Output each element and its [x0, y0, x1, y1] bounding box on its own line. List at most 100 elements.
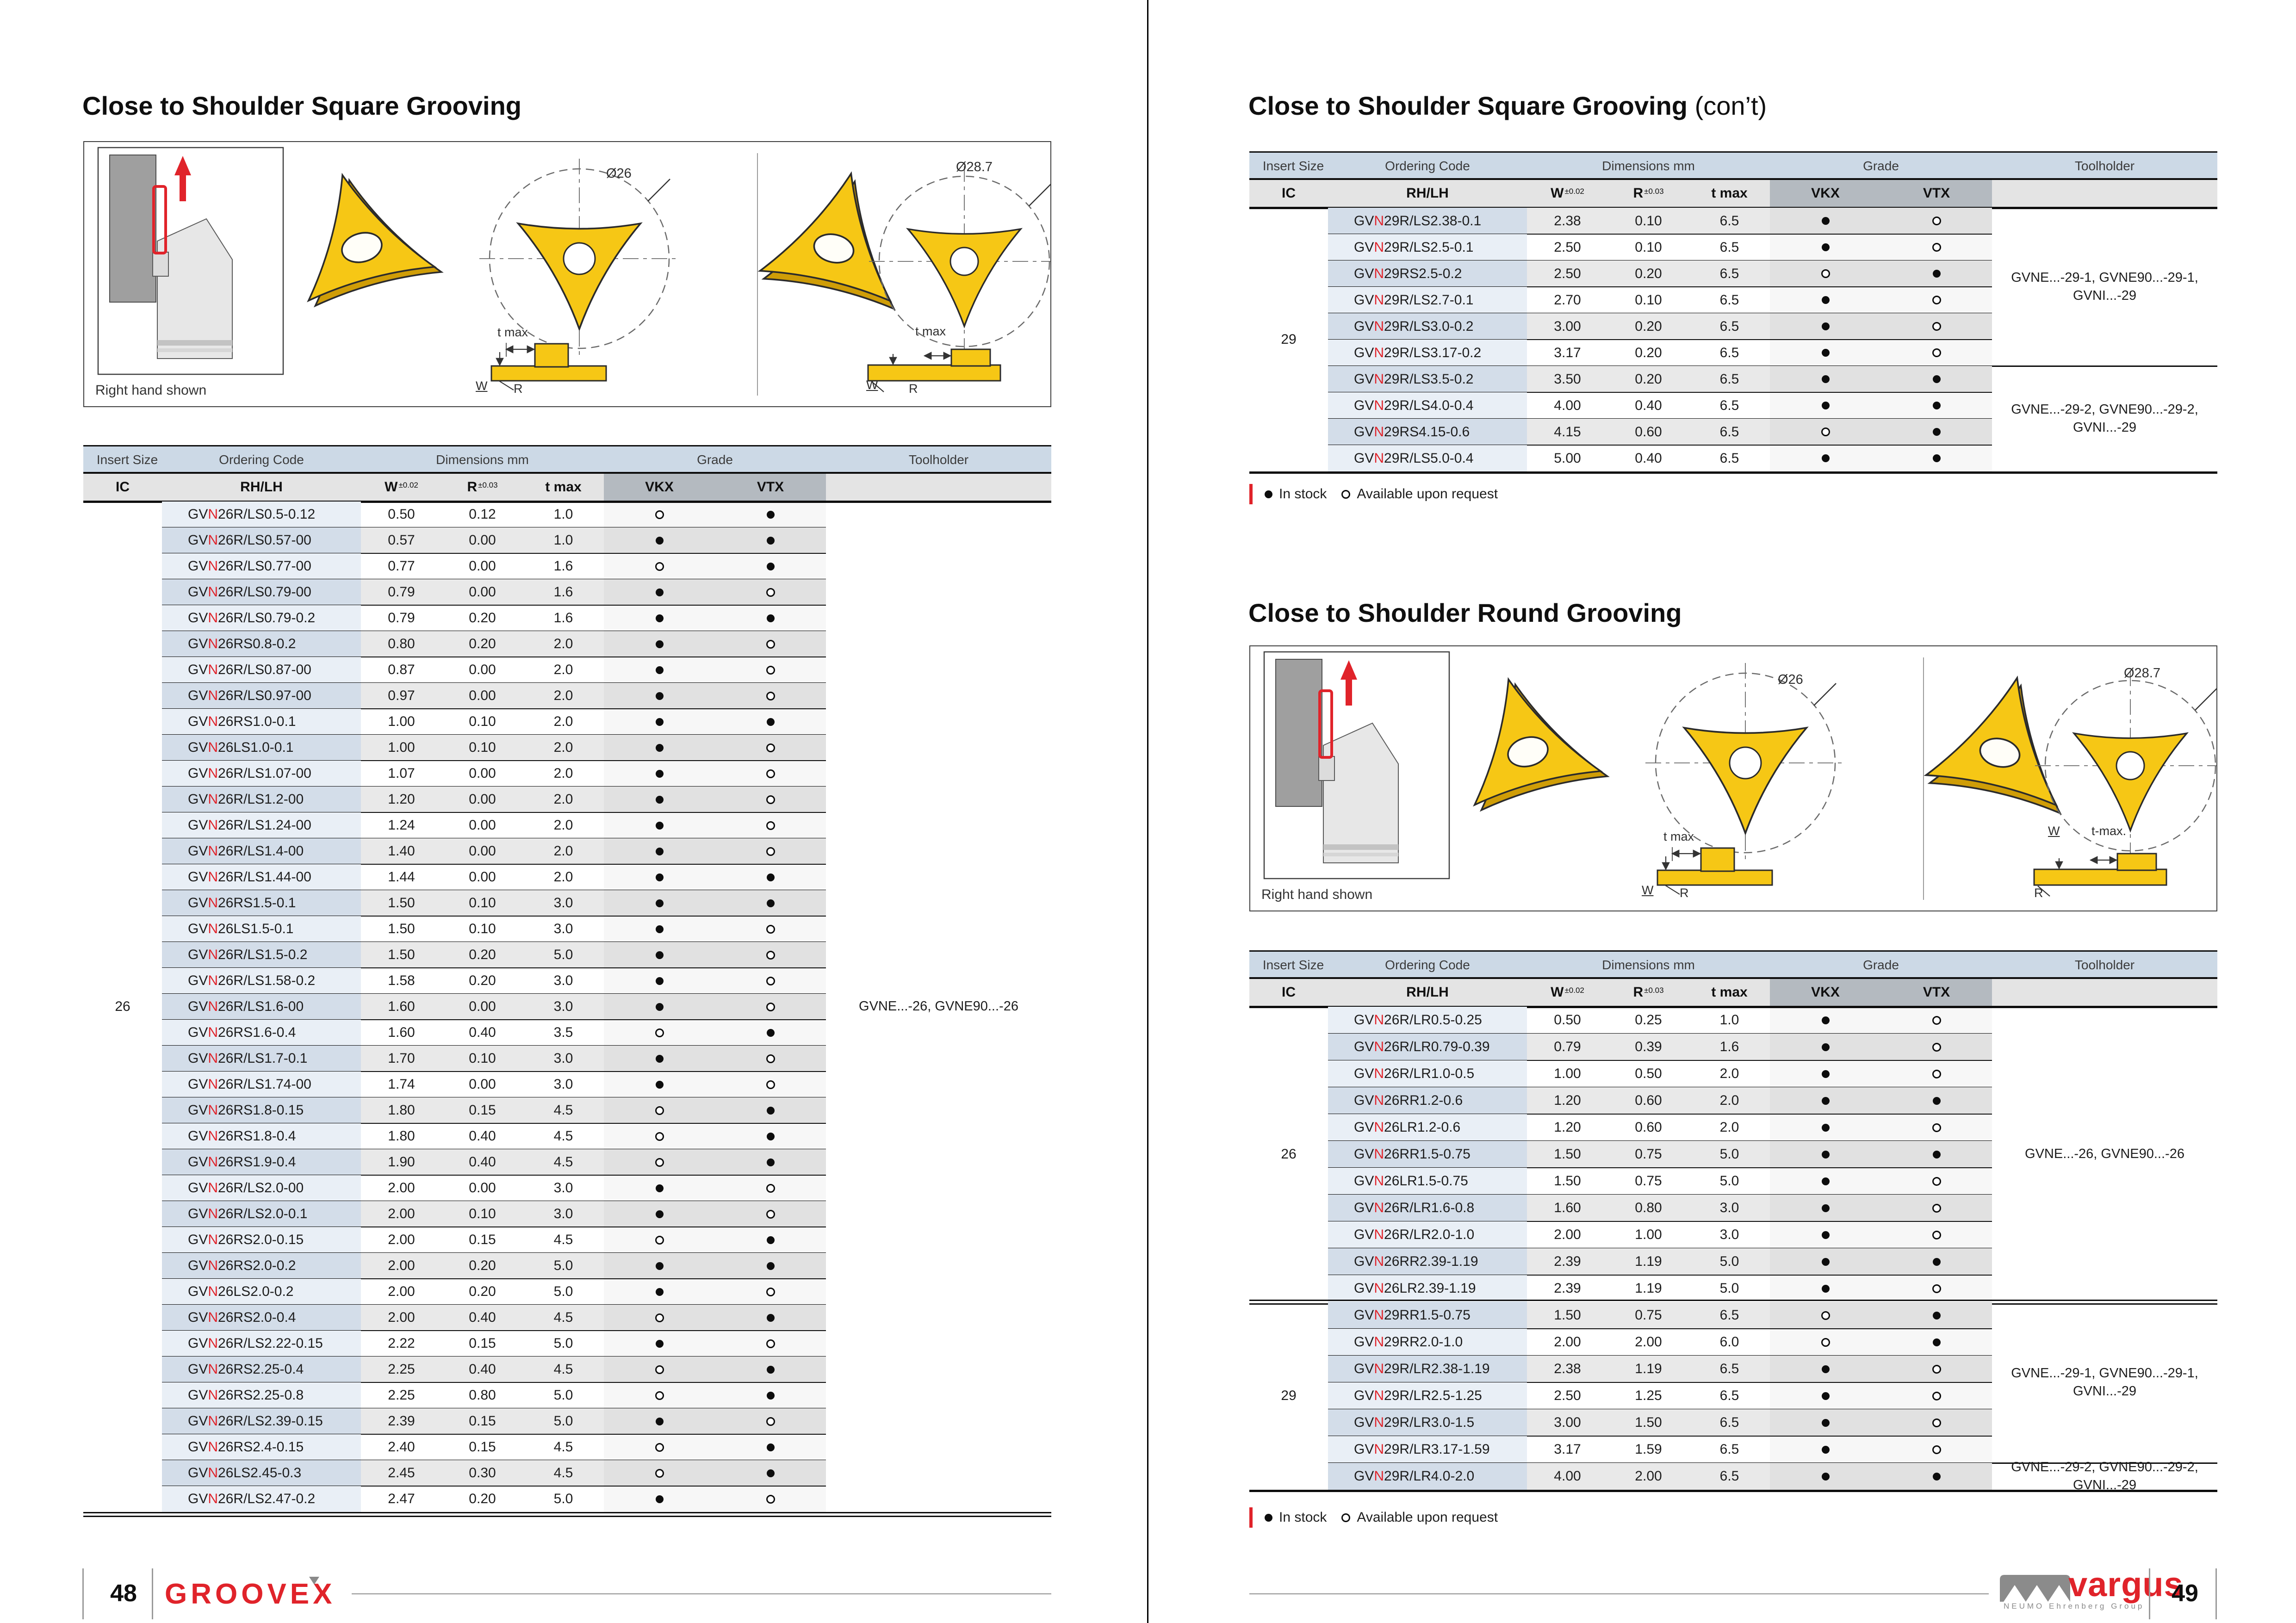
insert-isometric-small: [1473, 677, 1610, 812]
code-text: 26RS2.25-0.4: [218, 1362, 304, 1377]
code-text: GV: [1354, 1334, 1374, 1350]
in-stock-filled-dot: [1821, 1284, 1830, 1293]
row-separator: [1328, 1275, 1992, 1276]
code-column-shading: [1328, 1195, 1527, 1221]
grade-vtx-cell: [715, 1253, 826, 1279]
table-row: GV N 26LS2.0-0.2 2.00 0.20 5.0: [83, 1279, 1051, 1305]
row-separator: [162, 1382, 826, 1383]
grade-subheader-band: [1770, 179, 1992, 208]
dimension-r-cell: 0.40: [1635, 450, 1662, 466]
grade-vtx-cell: [715, 1020, 826, 1046]
code-column-shading: [1328, 1087, 1527, 1114]
grade-vkx-cell: [1770, 1087, 1881, 1114]
code-column-shading: [1328, 1168, 1527, 1195]
ordering-code-cell: GV N 26RS1.8-0.15: [162, 1097, 361, 1123]
table-row: GV N 26R/LS1.44-00 1.44 0.00 2.0: [83, 864, 1051, 890]
code-column-shading: [162, 1357, 361, 1382]
code-column-shading: [1328, 445, 1527, 471]
code-text: GV: [1354, 1254, 1374, 1269]
dimension-w-cell: 1.50: [388, 921, 415, 936]
code-text: 26R/LS0.79-00: [218, 584, 311, 600]
code-text: GV: [188, 558, 208, 574]
dimension-w-cell: 2.70: [1554, 292, 1581, 308]
dimension-tmax-cell: 3.0: [553, 895, 573, 911]
code-text: GV: [188, 1128, 208, 1144]
grade-vtx-cell: [715, 787, 826, 812]
in-stock-filled-dot: [655, 666, 664, 674]
grade-vtx-cell: [1881, 208, 1992, 234]
subheader-r-tolerance: R ±0.03: [1633, 186, 1664, 201]
dimension-tmax-cell: 4.5: [553, 1232, 573, 1247]
grade-vtx-cell: [715, 735, 826, 761]
dimension-w-cell: 3.00: [1554, 318, 1581, 334]
grade-vtx-cell: [1881, 234, 1992, 260]
grade-vtx-cell: [715, 890, 826, 916]
code-text: 26LS2.0-0.2: [218, 1284, 294, 1299]
dimension-r-cell: 0.40: [1635, 397, 1662, 413]
grade-vkx-cell: [1770, 340, 1881, 366]
available-open-dot: [766, 769, 775, 778]
row-separator: [162, 605, 826, 606]
dimension-r-cell: 0.20: [1635, 345, 1662, 360]
dimension-w-cell: 1.74: [388, 1077, 415, 1092]
grade-vtx-cell: [715, 812, 826, 838]
section-title-round-grooving: Close to Shoulder Round Grooving: [1248, 598, 1682, 628]
ordering-code-cell: GV N 26R/LS0.97-00: [162, 683, 361, 709]
code-column-shading: [162, 1486, 361, 1512]
ordering-code-cell: GV N 26RS1.5-0.1: [162, 890, 361, 916]
available-open-dot: [1932, 243, 1941, 252]
t-max-dimension-label: t max: [915, 324, 946, 338]
grade-vkx-cell: [604, 527, 715, 553]
table-row: GV N 26R/LS0.77-00 0.77 0.00 1.6: [83, 553, 1051, 579]
code-red-letter: N: [208, 1362, 218, 1377]
grade-vtx-cell: [1881, 1463, 1992, 1490]
ordering-code-cell: GV N 29RR1.5-0.75: [1328, 1302, 1527, 1329]
code-red-letter: N: [208, 1103, 218, 1118]
code-text: GV: [1354, 1039, 1374, 1054]
subheader-ic: IC: [1282, 186, 1296, 201]
code-red-letter: N: [1374, 1227, 1384, 1242]
dimension-r-cell: 0.15: [469, 1336, 496, 1351]
code-column-shading: [1328, 392, 1527, 419]
code-text: GV: [188, 1077, 208, 1092]
code-column-shading: [162, 735, 361, 761]
toolholder-value: GVNE...-26, GVNE90...-26: [859, 999, 1018, 1014]
row-separator: [162, 1175, 826, 1176]
dimension-w-cell: 2.39: [388, 1413, 415, 1429]
groovex-logo-accent-triangle: [309, 1577, 319, 1585]
code-text: GV: [1354, 1012, 1374, 1028]
dimension-w-cell: 2.38: [1554, 213, 1581, 229]
dimension-r-cell: 0.12: [469, 507, 496, 522]
available-open-dot: [1932, 348, 1941, 357]
dimension-w-cell: 1.50: [388, 895, 415, 911]
code-red-letter: N: [1374, 1120, 1384, 1135]
grade-vkx-cell: [604, 709, 715, 735]
code-red-letter: N: [1374, 1307, 1384, 1323]
dimension-w-cell: 1.20: [388, 792, 415, 807]
grade-vtx-cell: [715, 761, 826, 787]
diameter-label-large: Ø28.7: [956, 160, 993, 174]
code-text: GV: [1354, 1468, 1374, 1484]
dimension-r-cell: 0.00: [469, 869, 496, 885]
table-row: GV N 29R/LR3.0-1.5 3.00 1.50 6.5: [1249, 1409, 2217, 1436]
dimension-r-cell: 0.10: [1635, 292, 1662, 308]
code-red-letter: N: [208, 610, 218, 626]
grade-vkx-cell: [604, 1046, 715, 1072]
code-text: 26LR2.39-1.19: [1384, 1281, 1476, 1296]
code-text: GV: [1354, 266, 1374, 281]
grade-subheader-band: [1770, 978, 1992, 1007]
table-row: GV N 29R/LS2.5-0.1 2.50 0.10 6.5: [1249, 234, 2217, 260]
grade-vkx-cell: [604, 579, 715, 605]
code-text: 26RS1.8-0.15: [218, 1103, 304, 1118]
table-row: GV N 29R/LS3.0-0.2 3.00 0.20 6.5: [1249, 313, 2217, 340]
table-bottom-border: [1249, 1490, 2217, 1492]
dimension-tmax-cell: 2.0: [553, 740, 573, 755]
grade-vtx-cell: [1881, 1060, 1992, 1087]
code-text: 29R/LR3.17-1.59: [1384, 1442, 1490, 1457]
row-separator: [1328, 392, 1992, 393]
in-stock-filled-dot: [766, 1443, 775, 1451]
dimension-w-cell: 3.17: [1554, 345, 1581, 360]
dimension-r-cell: 0.30: [469, 1465, 496, 1481]
grade-vtx-cell: [715, 1408, 826, 1434]
grade-vtx-cell: [715, 1279, 826, 1305]
